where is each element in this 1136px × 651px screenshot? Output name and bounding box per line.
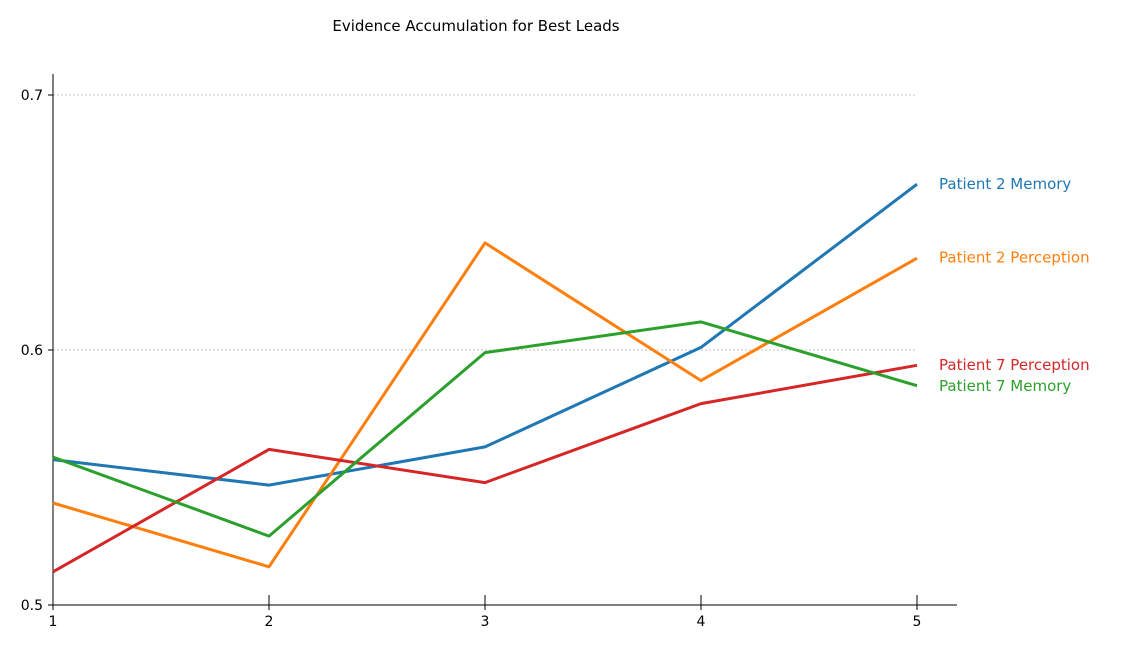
series-label-patient-2-memory: Patient 2 Memory [939,175,1071,193]
x-tick-label: 2 [265,614,274,630]
y-tick-label: 0.7 [21,88,43,104]
series-labels: Patient 2 Memory Patient 2 Perception Pati… [939,175,1090,395]
series-label-patient-7-memory: Patient 7 Memory [939,377,1071,395]
series-label-patient-2-perception: Patient 2 Perception [939,249,1090,267]
x-tick-label: 1 [49,614,58,630]
x-tick-label: 3 [481,614,490,630]
grid-lines [53,95,917,350]
series-line-patient-2-perception [53,243,917,567]
x-tick-label: 4 [697,614,706,630]
y-tick-label: 0.5 [21,598,43,614]
tick-labels: 0.5 0.6 0.7 1 2 3 4 5 [21,88,922,630]
series-lines [53,184,917,572]
series-label-patient-7-perception: Patient 7 Perception [939,356,1090,374]
axes [53,74,957,605]
chart-title: Evidence Accumulation for Best Leads [332,17,619,35]
series-line-patient-7-memory [53,322,917,536]
y-tick-label: 0.6 [21,343,43,359]
series-line-patient-2-memory [53,184,917,485]
x-tick-label: 5 [913,614,922,630]
